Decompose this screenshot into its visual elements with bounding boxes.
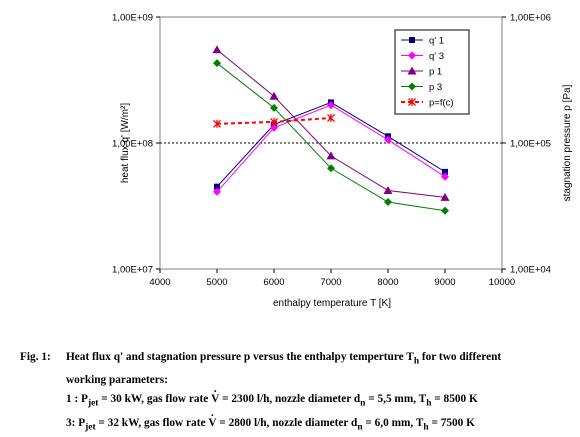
y-right-tick-label: 1,00E+04: [510, 265, 551, 276]
y-right-tick-label: 1,00E+05: [510, 139, 551, 150]
legend-box: [394, 29, 470, 115]
caption-fig-label: Fig. 1:: [20, 351, 51, 363]
x-tick-label: 10000: [489, 277, 515, 288]
caption-params-3: 3: Pjet = 32 kW, gas flow rate V = 2800 …: [20, 406, 580, 437]
data-point: [213, 119, 221, 128]
data-point: [441, 206, 449, 215]
x-tick-label: 9000: [434, 277, 455, 288]
data-point: [327, 164, 335, 173]
data-point: [269, 91, 279, 100]
data-point: [440, 192, 450, 201]
data-point: [270, 117, 278, 126]
series-q-3: [213, 101, 449, 196]
legend-label: p 1: [429, 67, 442, 78]
y-left-tick-label: 1,00E+07: [112, 265, 153, 276]
data-point: [442, 168, 448, 175]
legend-marker: [408, 51, 416, 60]
data-point: [383, 185, 393, 194]
data-point: [327, 113, 335, 122]
legend-label: q' 1: [429, 36, 444, 47]
y-right-axis-label: stagnation pressure p [Pa]: [562, 84, 573, 201]
data-point: [270, 103, 278, 112]
chart: 4000 5000 6000 7000 8000 9000 10000 1,00E+07 1,0…: [112, 13, 573, 310]
legend-label: p 3: [429, 82, 442, 93]
series-p-3: [213, 59, 449, 215]
figure-caption: Fig. 1: Heat flux q' and stagnation pres…: [20, 348, 580, 437]
x-tick-label: 7000: [320, 277, 341, 288]
legend-label: q' 3: [429, 51, 444, 62]
x-tick-label: 5000: [206, 277, 227, 288]
series-p-f-c: [213, 113, 335, 128]
data-point: [214, 183, 220, 190]
x-tick-label: 8000: [377, 277, 398, 288]
data-point: [384, 135, 392, 144]
legend-label: p=f(c): [429, 98, 454, 109]
data-point: [326, 151, 336, 160]
legend-marker: [407, 66, 417, 75]
caption-params-1: 1 : Pjet = 30 kW, gas flow rate V = 2300…: [20, 383, 580, 413]
data-point: [384, 198, 392, 207]
x-tick-label: 6000: [263, 277, 284, 288]
legend-marker: [409, 37, 415, 43]
y-right-tick-label: 1,00E+06: [510, 13, 551, 24]
legend-marker: [408, 82, 416, 91]
y-left-axis-label: heat flux q' [W/m²]: [120, 103, 131, 183]
x-axis-label: enthalpy temperature T [K]: [273, 298, 391, 309]
y-left-tick-label: 1,00E+08: [112, 139, 153, 150]
y-left-tick-label: 1,00E+09: [112, 13, 153, 24]
legend: q' 1 q' 3 p 1 p 3 p=f(c): [394, 29, 470, 115]
legend-marker: [408, 98, 416, 106]
data-point: [213, 187, 221, 196]
caption-title-cont: working parameters:: [66, 374, 168, 387]
plot-area: 4000 5000 6000 7000 8000 9000 10000 1,00E+07 1,0…: [112, 13, 551, 289]
series-p-1: [212, 45, 450, 201]
x-tick-label: 4000: [149, 277, 170, 288]
caption-title: Heat flux q' and stagnation pressure p v…: [66, 351, 502, 367]
data-point: [212, 45, 222, 54]
data-point: [213, 59, 221, 68]
data-point: [441, 172, 449, 181]
data-point: [270, 123, 278, 132]
data-point: [327, 101, 335, 110]
